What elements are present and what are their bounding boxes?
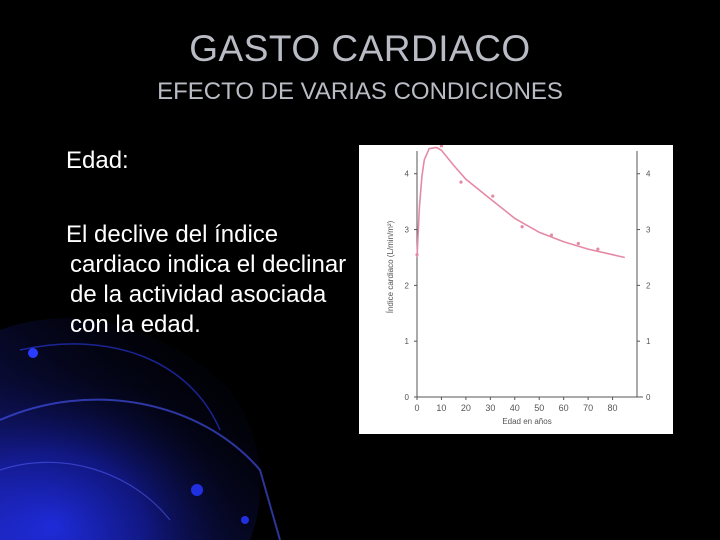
x-tick-label: 40: [510, 403, 520, 413]
body-text: Edad: El declive del índice cardiaco ind…: [66, 146, 356, 340]
x-tick-label: 0: [414, 403, 419, 413]
data-point: [520, 225, 524, 229]
slide-title: GASTO CARDIACO: [189, 28, 531, 69]
x-tick-label: 70: [583, 403, 593, 413]
y-tick-label-right: 0: [646, 393, 651, 402]
data-point: [459, 180, 463, 184]
body-paragraph: El declive del índice cardiaco indica el…: [66, 221, 347, 338]
glow-dot: [28, 348, 38, 358]
data-point: [491, 194, 495, 198]
x-tick-label: 50: [534, 403, 544, 413]
y-tick-label-right: 4: [646, 170, 651, 179]
y-tick-label-left: 4: [405, 170, 410, 179]
y-tick-label-left: 0: [405, 393, 410, 402]
y-tick-label-right: 1: [646, 337, 651, 346]
y-tick-label-left: 3: [405, 226, 410, 235]
glow-dot: [191, 484, 203, 496]
x-tick-label: 20: [461, 403, 471, 413]
x-tick-label: 10: [436, 403, 446, 413]
x-tick-label: 60: [559, 403, 569, 413]
y-tick-label-right: 2: [646, 281, 651, 290]
x-axis-label: Edad en años: [502, 417, 551, 426]
slide-subtitle: EFECTO DE VARIAS CONDICIONES: [0, 78, 720, 106]
data-point: [415, 253, 419, 257]
glow-dot: [241, 516, 249, 524]
slide-subtitle-text: EFECTO DE VARIAS CONDICIONES: [157, 78, 563, 105]
section-heading: Edad:: [66, 147, 129, 174]
chart-image: 0 10 20 30 40 50 60 70 80 0 1 2 3 4 0 1 2 3 4 Edad en años…: [359, 145, 673, 434]
y-axis-label: Índice cardiaco (L/min/m²): [386, 220, 395, 313]
y-tick-label-left: 2: [405, 281, 410, 290]
y-tick-label-left: 1: [405, 337, 410, 346]
cardiac-index-curve: [416, 146, 625, 259]
x-tick-label: 30: [485, 403, 495, 413]
data-point: [576, 241, 580, 246]
data-point: [549, 233, 554, 237]
y-tick-label-right: 3: [646, 226, 651, 235]
data-point: [596, 247, 600, 251]
x-tick-label: 80: [608, 403, 618, 413]
data-point: [439, 145, 444, 148]
